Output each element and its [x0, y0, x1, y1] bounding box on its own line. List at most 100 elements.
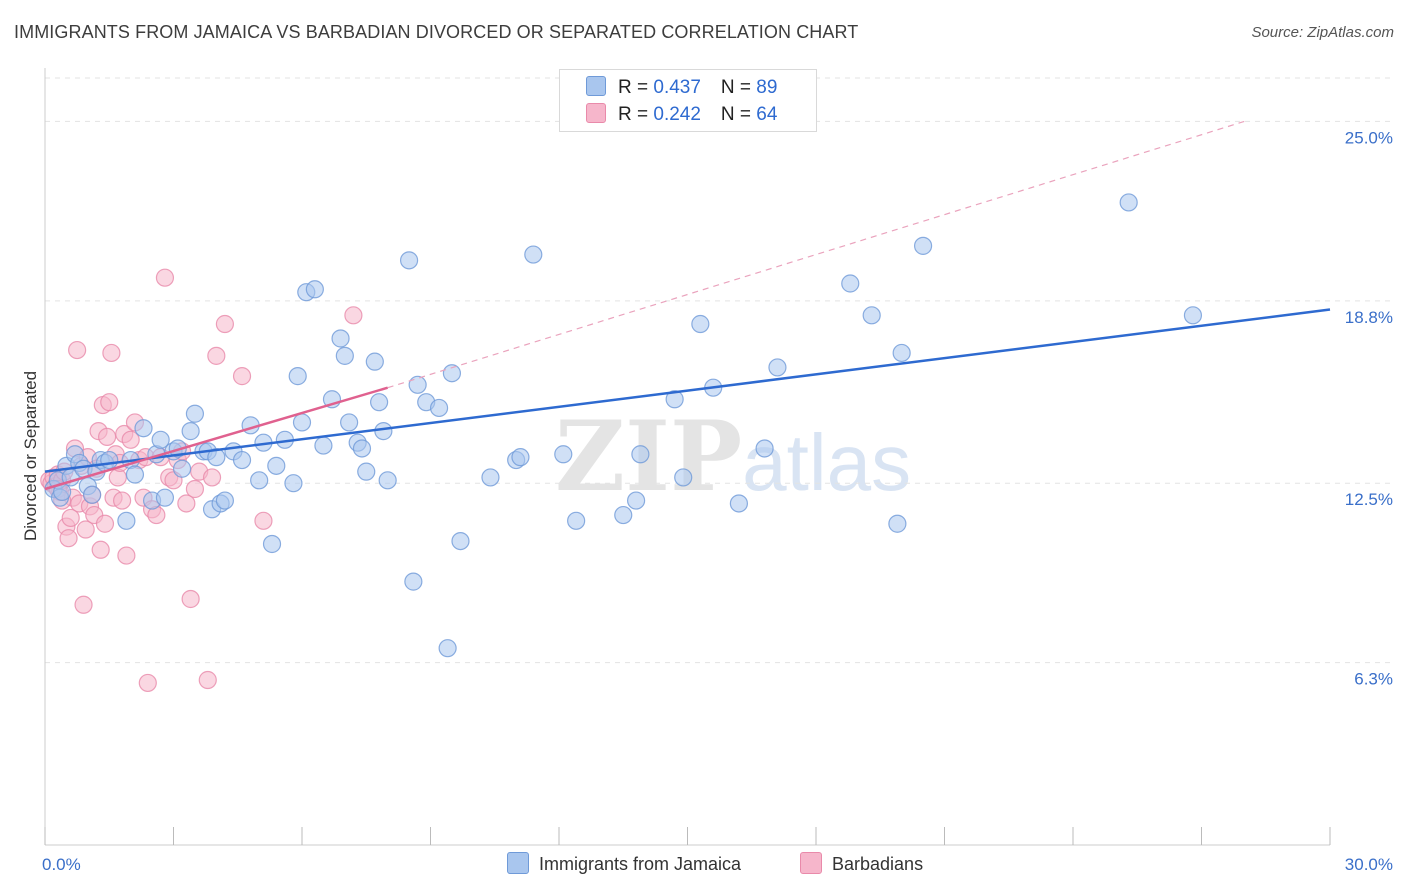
- point-jamaica-60: [404, 572, 423, 591]
- point-barbadians-42: [138, 673, 157, 693]
- point-jamaica-43: [288, 367, 307, 386]
- point-barbadians-58: [215, 314, 234, 334]
- y-tick-label-1: 12.5%: [1345, 490, 1393, 509]
- point-jamaica-59: [399, 251, 419, 270]
- point-jamaica-70: [524, 245, 543, 264]
- point-barbadians-56: [202, 468, 222, 487]
- point-jamaica-64: [438, 639, 457, 658]
- point-jamaica-14: [100, 450, 119, 470]
- point-jamaica-63: [429, 398, 449, 418]
- point-jamaica-56: [370, 393, 389, 412]
- point-barbadians-24: [91, 540, 110, 559]
- point-barbadians-29: [102, 343, 121, 363]
- bottom-legend-swatch-blue: [507, 852, 529, 874]
- point-jamaica-54: [357, 462, 376, 481]
- x-tick-label-1: 30.0%: [1345, 855, 1393, 874]
- legend-n-value-1: 89: [756, 77, 778, 98]
- legend-swatch-blue: [586, 76, 606, 96]
- point-jamaica-50: [335, 346, 354, 365]
- point-barbadians-34: [112, 491, 132, 510]
- watermark: ZIPatlas: [555, 400, 911, 513]
- point-barbadians-60: [254, 511, 273, 530]
- watermark-atlas: atlas: [742, 418, 912, 507]
- bottom-legend-barbadians: Barbadians: [800, 852, 923, 875]
- bottom-legend-label-barbadians: Barbadians: [832, 854, 924, 874]
- point-barbadians-36: [117, 546, 136, 565]
- point-barbadians-27: [98, 427, 117, 446]
- point-jamaica-85: [888, 514, 907, 533]
- legend: R = 0.437 N = 89 R = 0.242 N = 64: [559, 69, 817, 132]
- legend-r-label-2: R =: [618, 104, 654, 125]
- point-jamaica-66: [451, 531, 470, 551]
- point-jamaica-35: [232, 450, 252, 470]
- point-jamaica-46: [305, 280, 324, 299]
- point-jamaica-82: [768, 358, 787, 377]
- point-jamaica-25: [172, 459, 192, 478]
- point-jamaica-80: [729, 494, 749, 513]
- point-barbadians-9: [59, 529, 78, 548]
- bottom-legend-jamaica: Immigrants from Jamaica: [507, 852, 741, 875]
- legend-r-value-2: 0.242: [653, 104, 701, 125]
- point-jamaica-75: [631, 445, 650, 464]
- point-jamaica-39: [262, 534, 282, 554]
- y-tick-label-0: 6.3%: [1354, 670, 1393, 689]
- point-jamaica-77: [674, 468, 693, 487]
- point-jamaica-69: [511, 448, 530, 467]
- point-jamaica-49: [331, 329, 350, 348]
- legend-n-value-2: 64: [756, 104, 778, 125]
- point-barbadians-57: [207, 346, 226, 365]
- trend-lines: [44, 120, 1331, 491]
- point-jamaica-10: [83, 485, 102, 504]
- point-jamaica-22: [155, 488, 175, 507]
- point-barbadians-16: [74, 595, 93, 614]
- trend-line-barbadians: [44, 386, 389, 491]
- point-barbadians-55: [198, 670, 217, 690]
- legend-row-jamaica: R = 0.437 N = 89: [586, 76, 777, 100]
- point-barbadians-28: [100, 393, 119, 412]
- chart-title: IMMIGRANTS FROM JAMAICA VS BARBADIAN DIV…: [14, 22, 859, 42]
- point-jamaica-89: [1183, 306, 1203, 325]
- point-jamaica-21: [151, 430, 170, 449]
- y-axis-label: Divorced or Separated: [21, 371, 40, 541]
- point-jamaica-65: [442, 364, 462, 383]
- trend-line-jamaica: [44, 308, 1331, 473]
- point-jamaica-37: [250, 471, 269, 490]
- point-jamaica-44: [292, 413, 312, 432]
- bottom-legend-label-jamaica: Immigrants from Jamaica: [539, 854, 742, 874]
- axes: [44, 68, 1331, 846]
- point-jamaica-47: [314, 436, 333, 455]
- point-jamaica-26: [181, 422, 200, 441]
- point-jamaica-18: [134, 419, 153, 438]
- point-jamaica-76: [665, 390, 684, 409]
- point-jamaica-87: [913, 236, 933, 255]
- legend-n-label-2: N =: [720, 104, 757, 125]
- legend-r-label-1: R =: [618, 77, 654, 98]
- bottom-legend-swatch-pink: [800, 852, 822, 874]
- point-barbadians-37: [121, 430, 140, 449]
- point-jamaica-67: [481, 468, 500, 487]
- point-jamaica-83: [841, 274, 860, 293]
- point-jamaica-74: [626, 491, 646, 510]
- point-jamaica-15: [117, 511, 136, 530]
- point-jamaica-78: [691, 314, 710, 334]
- point-barbadians-10: [61, 508, 80, 528]
- point-jamaica-81: [755, 439, 774, 458]
- legend-row-barbadians: R = 0.242 N = 64: [586, 103, 777, 127]
- point-jamaica-31: [207, 448, 226, 467]
- point-jamaica-42: [284, 474, 303, 493]
- point-jamaica-71: [554, 445, 573, 464]
- legend-r-value-1: 0.437: [653, 77, 701, 98]
- point-jamaica-17: [125, 465, 145, 484]
- point-jamaica-58: [378, 471, 397, 490]
- point-jamaica-27: [185, 404, 205, 423]
- point-barbadians-59: [232, 367, 252, 386]
- point-jamaica-73: [614, 505, 633, 525]
- point-barbadians-17: [76, 520, 95, 539]
- legend-swatch-pink: [586, 103, 606, 123]
- point-jamaica-72: [567, 511, 586, 530]
- data-points: [40, 193, 1203, 693]
- point-barbadians-13: [68, 340, 87, 360]
- point-jamaica-51: [340, 413, 359, 432]
- point-jamaica-57: [374, 422, 393, 441]
